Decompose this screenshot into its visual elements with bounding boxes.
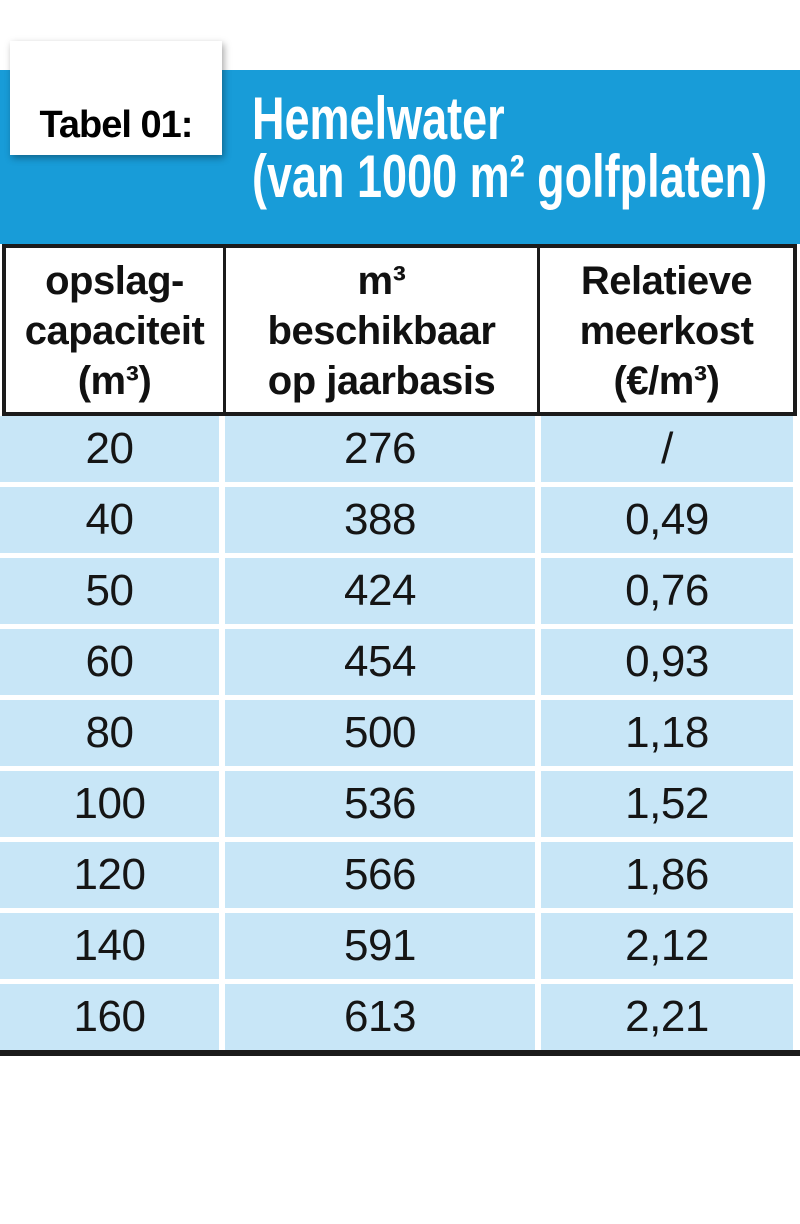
table-row: 80 500 1,18 [0, 700, 793, 766]
table-number-label: Tabel 01: [39, 104, 194, 146]
table-cell: 388 [225, 487, 535, 553]
table-cell: 100 [0, 771, 219, 837]
table-cell: 60 [0, 629, 219, 695]
table-row: 140 591 2,12 [0, 913, 793, 979]
table-cell: 2,12 [541, 913, 793, 979]
banner-text: Hemelwater (van 1000 m² golfplaten) [252, 85, 800, 210]
column-header-line: (€/m³) [613, 359, 720, 403]
table-cell: 160 [0, 984, 219, 1050]
table-cell: 1,52 [541, 771, 793, 837]
column-header-beschikbaar: m³ beschikbaar op jaarbasis [223, 248, 537, 412]
table-cell: 500 [225, 700, 535, 766]
table-cell: 454 [225, 629, 535, 695]
table-cell: 2,21 [541, 984, 793, 1050]
table-row: 40 388 0,49 [0, 487, 793, 553]
column-header-line: op jaarbasis [267, 359, 496, 403]
table-bottom-border [0, 1050, 800, 1056]
table-cell: 0,76 [541, 558, 793, 624]
column-header-line: meerkost [579, 309, 754, 353]
column-header-line: capaciteit [24, 309, 205, 353]
table-row: 20 276 / [0, 416, 793, 482]
table-cell: 20 [0, 416, 219, 482]
table-cell: / [541, 416, 793, 482]
column-header-line: (m³) [77, 359, 152, 403]
table-cell: 591 [225, 913, 535, 979]
table-header-row: opslag- capaciteit (m³) m³ beschikbaar o… [2, 244, 797, 416]
table-cell: 613 [225, 984, 535, 1050]
column-header-line: Relatieve [580, 259, 753, 303]
table-number-box: Tabel 01: [10, 41, 222, 155]
table-cell: 140 [0, 913, 219, 979]
column-header-opslagcapaciteit: opslag- capaciteit (m³) [6, 248, 223, 412]
column-header-line: beschikbaar [267, 309, 496, 353]
table-row: 100 536 1,52 [0, 771, 793, 837]
table-cell: 276 [225, 416, 535, 482]
table-cell: 566 [225, 842, 535, 908]
table-cell: 40 [0, 487, 219, 553]
column-header-line: opslag- [45, 259, 184, 303]
table-cell: 80 [0, 700, 219, 766]
table-title: Hemelwater [252, 85, 505, 152]
table-row: 60 454 0,93 [0, 629, 793, 695]
table-cell: 120 [0, 842, 219, 908]
table-cell: 1,18 [541, 700, 793, 766]
table-cell: 0,49 [541, 487, 793, 553]
table-cell: 536 [225, 771, 535, 837]
table-cell: 424 [225, 558, 535, 624]
column-header-meerkost: Relatieve meerkost (€/m³) [537, 248, 793, 412]
column-header-line: m³ [357, 259, 406, 303]
table-body: 20 276 / 40 388 0,49 50 424 0,76 60 454 … [0, 416, 793, 1050]
table-row: 120 566 1,86 [0, 842, 793, 908]
table-row: 50 424 0,76 [0, 558, 793, 624]
table-row: 160 613 2,21 [0, 984, 793, 1050]
table-subtitle: (van 1000 m² golfplaten) [252, 143, 768, 210]
table-cell: 50 [0, 558, 219, 624]
table-cell: 1,86 [541, 842, 793, 908]
table-cell: 0,93 [541, 629, 793, 695]
